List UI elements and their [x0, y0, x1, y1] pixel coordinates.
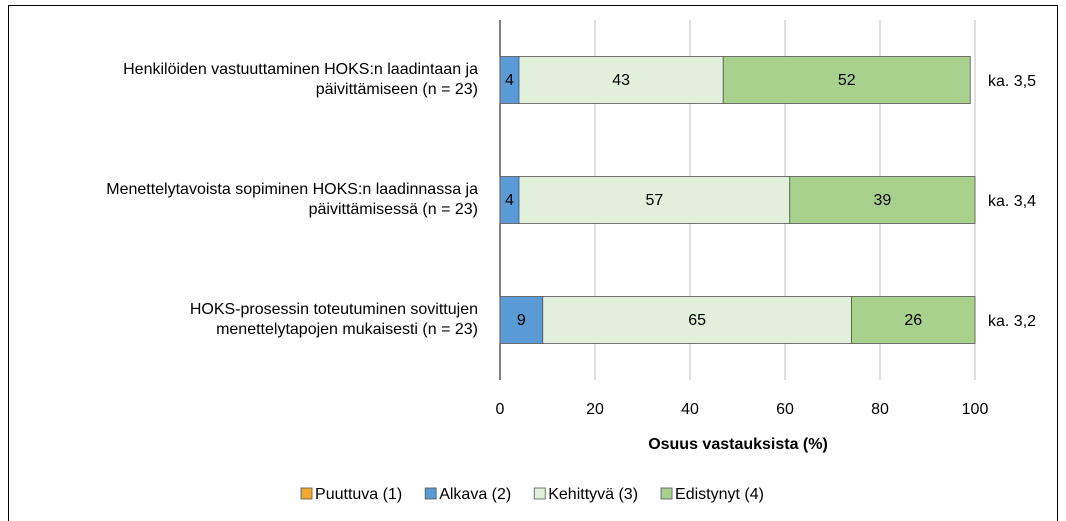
legend-label: Alkava (2)	[439, 486, 511, 503]
x-tick-label: 60	[776, 401, 794, 418]
bar-segment	[851, 296, 976, 344]
value-label: 4	[505, 72, 514, 89]
y-tick-label: Menettelytavoista sopiminen HOKS:n laadi…	[106, 181, 478, 198]
legend-swatch	[300, 487, 313, 500]
x-tick-label: 40	[681, 401, 699, 418]
legend-swatch	[660, 487, 673, 500]
value-label: 43	[612, 72, 630, 89]
value-label: 65	[688, 312, 706, 329]
y-tick-label: HOKS-prosessin toteutuminen sovittujen	[190, 301, 478, 318]
y-tick-label: Henkilöiden vastuuttaminen HOKS:n laadin…	[123, 61, 478, 78]
bar-segment	[722, 56, 971, 104]
annotation: ka. 3,5	[988, 73, 1036, 90]
legend-label: Kehittyvä (3)	[548, 486, 638, 503]
x-tick-label: 80	[871, 401, 889, 418]
annotation: ka. 3,4	[988, 193, 1036, 210]
y-tick-label: menettelytapojen mukaisesti (n = 23)	[216, 321, 478, 338]
bar-segment	[789, 176, 976, 224]
value-label: 39	[873, 192, 891, 209]
y-tick-label: päivittämisessä (n = 23)	[309, 201, 478, 218]
legend-swatch	[533, 487, 546, 500]
value-label: 26	[904, 312, 922, 329]
x-tick-label: 100	[962, 401, 989, 418]
legend-label: Puuttuva (1)	[315, 486, 402, 503]
x-tick-label: 0	[496, 401, 505, 418]
value-label: 57	[645, 192, 663, 209]
value-label: 52	[838, 72, 856, 89]
x-tick-label: 20	[586, 401, 604, 418]
legend-swatch	[424, 487, 437, 500]
annotation: ka. 3,2	[988, 313, 1036, 330]
bar-segment	[542, 296, 852, 344]
legend-label: Edistynyt (4)	[675, 486, 764, 503]
y-tick-label: päivittämiseen (n = 23)	[316, 81, 478, 98]
value-label: 4	[505, 192, 514, 209]
value-label: 9	[517, 312, 526, 329]
bar-segment	[518, 176, 791, 224]
x-axis-title: Osuus vastauksista (%)	[648, 436, 828, 453]
